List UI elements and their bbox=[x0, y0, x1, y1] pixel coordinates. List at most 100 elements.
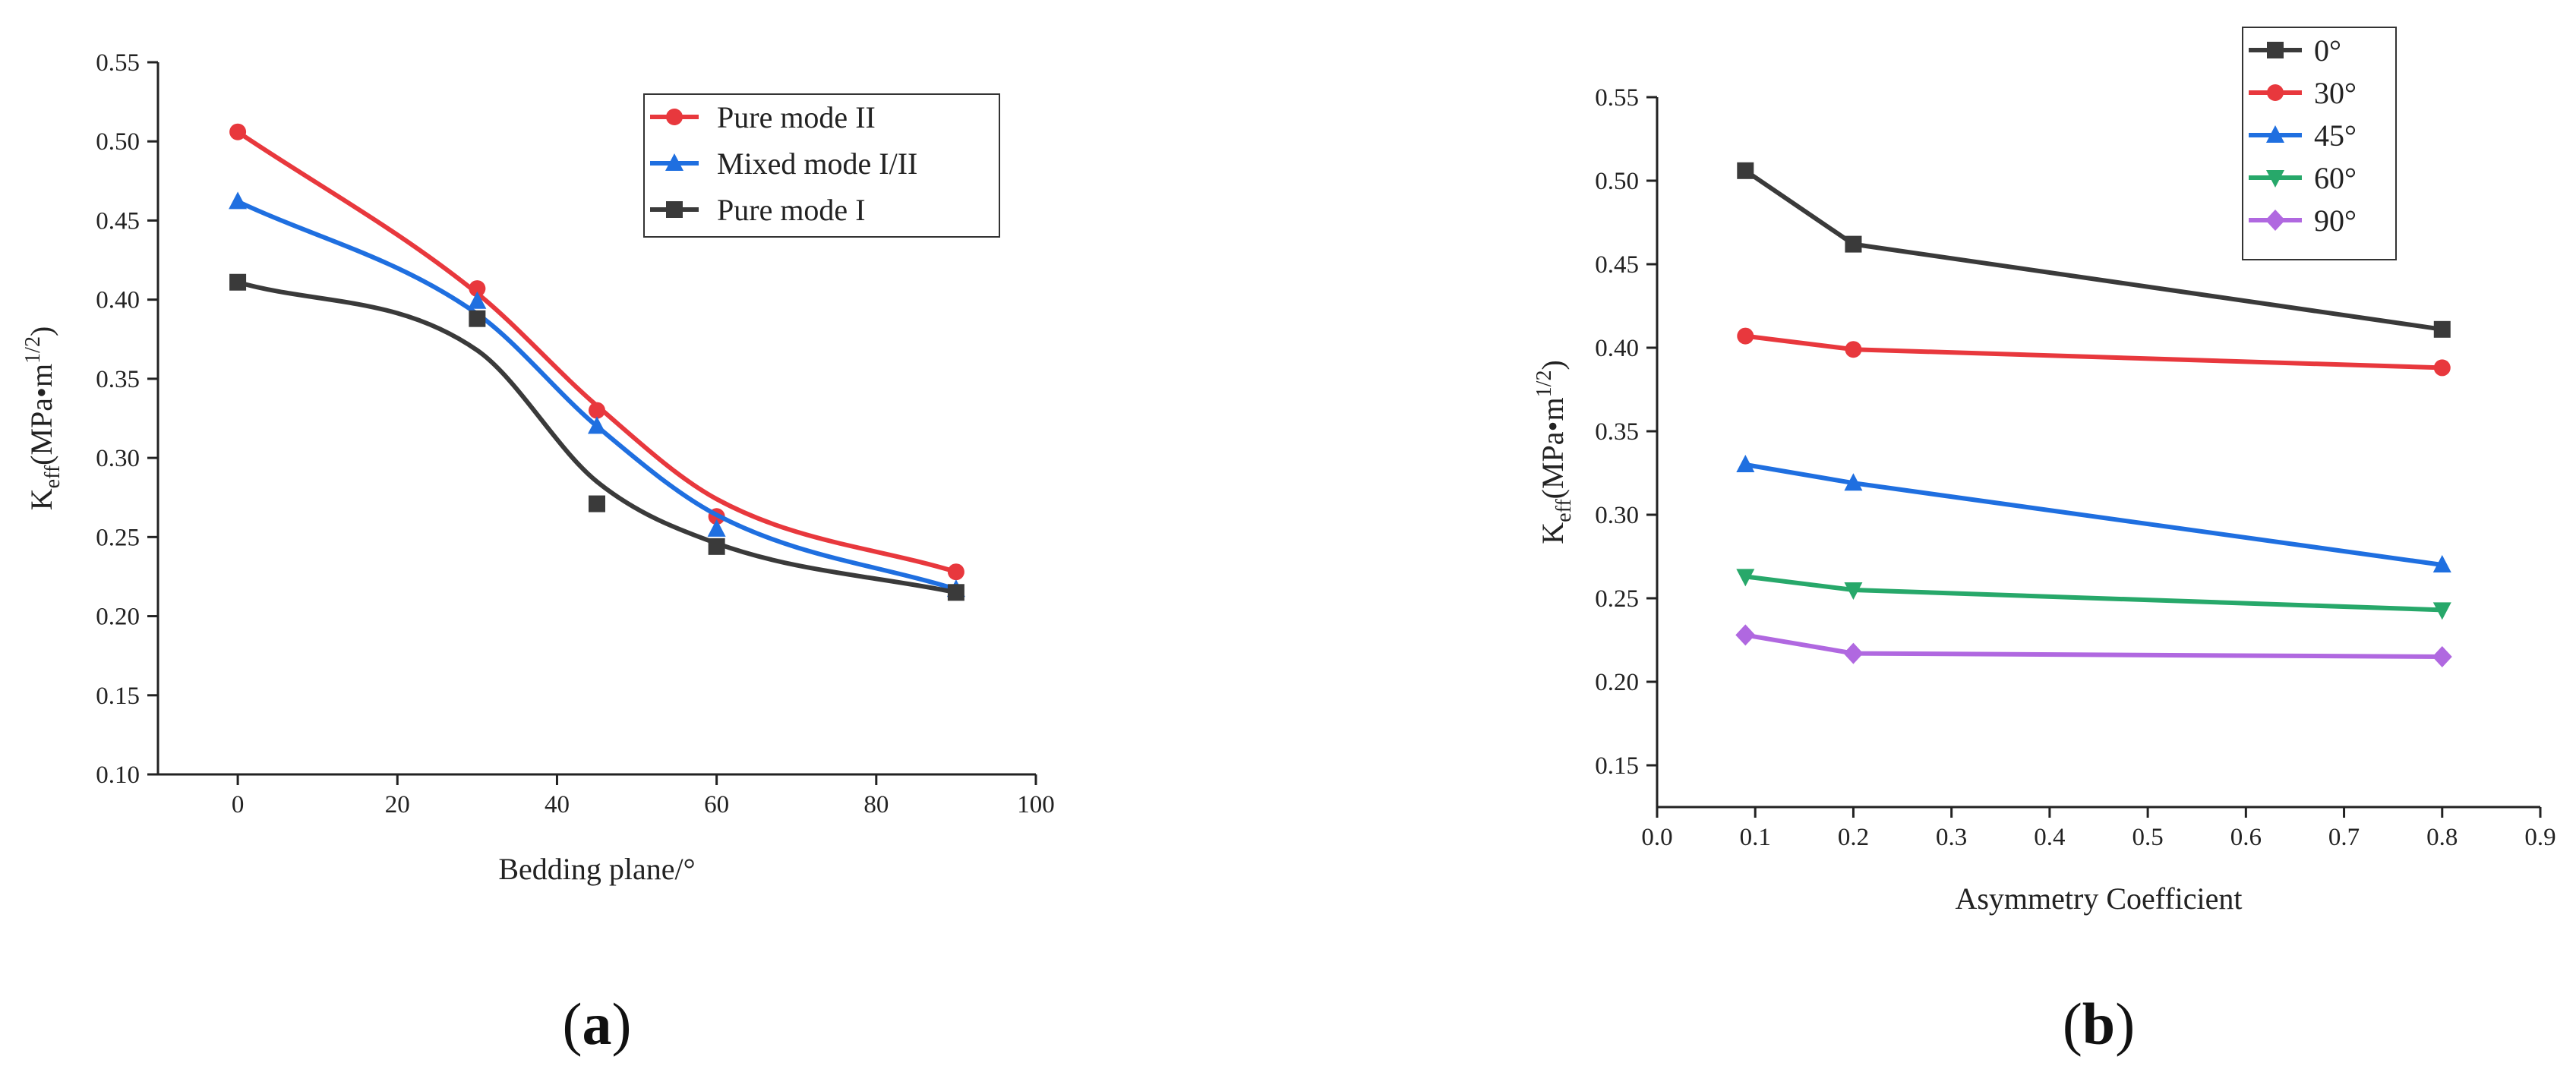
legend-label: Pure mode I bbox=[717, 193, 866, 227]
data-point bbox=[1736, 569, 1755, 587]
legend-marker bbox=[666, 109, 683, 125]
y-tick-label: 0.40 bbox=[96, 287, 140, 314]
y-tick-label: 0.55 bbox=[96, 49, 140, 77]
data-point bbox=[2432, 646, 2452, 667]
data-point bbox=[469, 280, 486, 298]
data-point bbox=[1736, 455, 1755, 472]
y-axis-label-main: K bbox=[1536, 522, 1570, 544]
x-tick-label: 0.9 bbox=[2524, 824, 2555, 851]
y-tick-label: 0.35 bbox=[1595, 418, 1639, 446]
panel-label: (a) bbox=[563, 991, 632, 1057]
data-point bbox=[229, 273, 247, 291]
legend-label: 90° bbox=[2314, 203, 2357, 238]
y-tick-label: 0.15 bbox=[96, 683, 140, 710]
x-tick-label: 0.5 bbox=[2132, 824, 2163, 851]
series-3 bbox=[1736, 569, 2451, 620]
data-point bbox=[589, 495, 605, 512]
y-axis-label-unit: (MPa•m bbox=[1536, 397, 1570, 499]
y-axis-label-close: ) bbox=[24, 326, 58, 336]
y-axis-label-sub: eff bbox=[1552, 499, 1576, 522]
data-point bbox=[707, 519, 726, 537]
y-tick-label: 0.10 bbox=[96, 762, 140, 789]
legend-label: Mixed mode I/II bbox=[717, 147, 917, 181]
legend: Pure mode II Mixed mode I/II Pure mode I bbox=[643, 93, 1000, 238]
data-point bbox=[1843, 642, 1864, 664]
series-line bbox=[1744, 462, 2443, 567]
data-point bbox=[1737, 162, 1754, 179]
series-line bbox=[235, 199, 958, 592]
panel-letter: a bbox=[582, 991, 612, 1057]
y-axis-label: Keff(MPa•m1/2) bbox=[21, 326, 65, 511]
data-point bbox=[468, 291, 487, 309]
legend-marker bbox=[2265, 210, 2285, 231]
legend-marker bbox=[666, 201, 683, 218]
x-tick-label: 0.3 bbox=[1936, 824, 1967, 851]
legend-label: 0° bbox=[2314, 33, 2341, 68]
data-point bbox=[1844, 473, 1863, 491]
y-axis-label-unit: (MPa•m bbox=[24, 364, 58, 465]
data-point bbox=[229, 123, 247, 140]
y-tick-label: 0.40 bbox=[1595, 335, 1639, 362]
y-tick-label: 0.20 bbox=[96, 604, 140, 631]
data-point bbox=[588, 416, 606, 434]
x-tick-label: 0.7 bbox=[2328, 824, 2360, 851]
legend-marker bbox=[2267, 84, 2284, 101]
series-4 bbox=[1735, 624, 2452, 667]
data-point bbox=[1845, 341, 1862, 358]
series-2 bbox=[229, 273, 964, 601]
y-axis-label-sub: eff bbox=[41, 465, 65, 488]
legend-label: Pure mode II bbox=[717, 100, 876, 134]
legend-marker bbox=[2266, 125, 2284, 143]
series-line bbox=[1744, 574, 2442, 613]
data-point bbox=[1737, 327, 1754, 345]
y-axis-label-main: K bbox=[24, 488, 58, 510]
y-axis-label-sup: 1/2 bbox=[1533, 371, 1556, 398]
panel-letter: b bbox=[2082, 991, 2115, 1057]
legend: 0° 30° 45° 60° 90° bbox=[2242, 27, 2397, 260]
x-tick-label: 20 bbox=[385, 791, 410, 818]
data-point bbox=[2432, 555, 2451, 572]
series-1 bbox=[1737, 327, 2451, 377]
y-axis-label-close: ) bbox=[1536, 360, 1570, 370]
y-tick-label: 0.15 bbox=[1595, 752, 1639, 780]
y-tick-label: 0.50 bbox=[96, 128, 140, 156]
y-tick-label: 0.50 bbox=[1595, 168, 1639, 195]
y-tick-label: 0.30 bbox=[96, 445, 140, 472]
y-tick-label: 0.20 bbox=[1595, 669, 1639, 696]
x-tick-label: 0.4 bbox=[2034, 824, 2065, 851]
x-axis-label: Asymmetry Coefficient bbox=[1955, 881, 2242, 916]
chart-a: 0.10 0.15 0.20 0.25 0.30 0.35 0.40 0.45 0.50 0.55… bbox=[21, 49, 1055, 1057]
y-tick-label: 0.25 bbox=[1595, 585, 1639, 613]
data-point bbox=[708, 538, 725, 555]
y-axis-label: Keff(MPa•m1/2) bbox=[1533, 360, 1576, 544]
panel-paren-open: ( bbox=[2063, 991, 2082, 1057]
series-0 bbox=[1737, 162, 2451, 338]
data-point bbox=[1735, 624, 1756, 646]
data-point bbox=[2433, 320, 2451, 338]
legend-marker bbox=[665, 153, 683, 171]
legend-label: 45° bbox=[2314, 118, 2357, 153]
x-tick-label: 60 bbox=[704, 791, 729, 818]
y-tick-label: 0.35 bbox=[96, 366, 140, 393]
panel-label: (b) bbox=[2063, 991, 2135, 1057]
x-tick-label: 0.1 bbox=[1740, 824, 1771, 851]
x-tick-label: 0 bbox=[232, 791, 245, 818]
x-tick-label: 80 bbox=[863, 791, 889, 818]
data-point bbox=[2433, 359, 2451, 377]
legend-marker bbox=[2266, 170, 2284, 188]
y-tick-label: 0.30 bbox=[1595, 502, 1639, 529]
data-point bbox=[589, 402, 605, 419]
series-1 bbox=[229, 191, 965, 598]
legend-marker bbox=[2267, 42, 2284, 58]
data-point bbox=[469, 310, 486, 327]
x-axis-label: Bedding plane/° bbox=[498, 852, 695, 886]
series-line bbox=[235, 279, 958, 595]
x-tick-label: 40 bbox=[545, 791, 570, 818]
data-point bbox=[947, 584, 964, 601]
data-point bbox=[229, 191, 248, 210]
panel-paren-close: ) bbox=[612, 991, 632, 1057]
panel-paren-open: ( bbox=[563, 991, 582, 1057]
x-tick-label: 0.8 bbox=[2426, 824, 2458, 851]
y-tick-label: 0.25 bbox=[96, 524, 140, 551]
